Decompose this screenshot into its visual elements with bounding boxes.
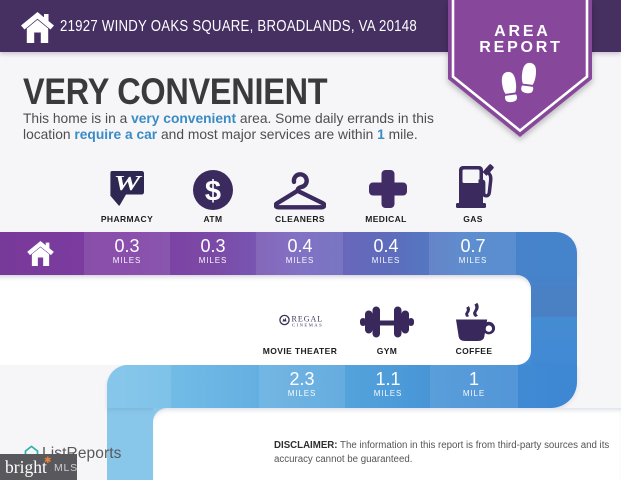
svg-text:$: $ <box>205 176 221 208</box>
svg-text:REGAL: REGAL <box>292 314 324 323</box>
svg-text:W: W <box>114 171 143 194</box>
svg-text:CINEMAS: CINEMAS <box>292 322 323 327</box>
